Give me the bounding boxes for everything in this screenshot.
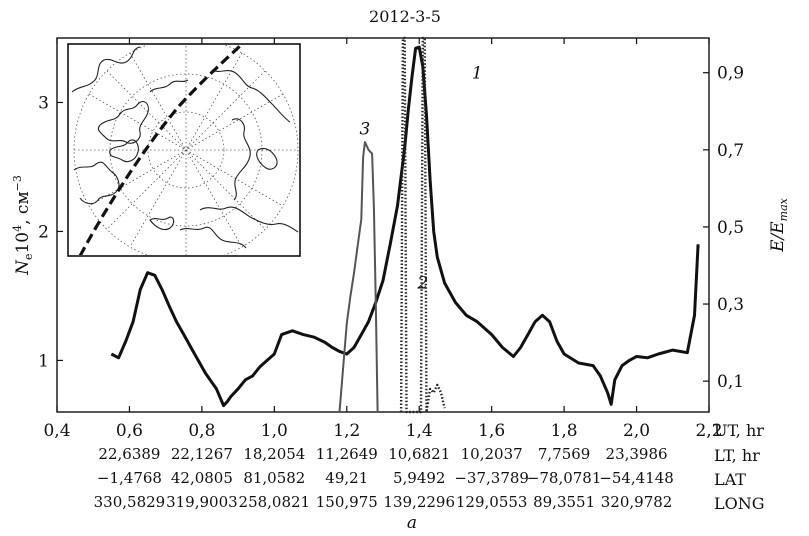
extra-row-value: 139,2296 [383,493,455,511]
coastline [97,101,149,144]
x-tick-label: 1,4 [406,421,433,441]
extra-row-label: LT, hr [714,446,760,465]
inset-grid-spoke [106,70,266,230]
coastline [179,226,247,249]
coastline [231,118,251,201]
extra-row-value: 49,21 [325,469,368,487]
ylabel-right-main: E/E [768,221,788,253]
inset-grid-ring [73,45,299,255]
x-tick-label: 1,2 [333,421,360,441]
extra-row-value: −78,0781 [527,469,602,487]
x-tick-label: 0,8 [188,421,215,441]
extra-row-value: −1,4768 [97,469,162,487]
coastline [211,69,291,123]
extra-row-value: 23,3986 [606,445,668,463]
curve-label-3: 3 [359,119,370,139]
x-tick-label: 0,4 [43,421,70,441]
x-axis-title: a [407,513,417,533]
extra-row-value: 89,3551 [533,493,595,511]
series-1-line [110,45,700,408]
ylabel-left-unit: , см [13,191,33,225]
right-y-tick-label: 0,7 [717,141,744,161]
coastline [71,46,141,93]
series-3-line [338,141,383,413]
x-tick-label: 1,6 [478,421,505,441]
series-layer [110,36,700,414]
inset-polar-map [67,43,301,257]
right-y-tick-label: 0,3 [717,295,744,315]
left-y-tick-label: 1 [38,351,49,371]
chart-title: 2012-3-5 [369,7,441,26]
coastline [109,139,139,163]
right-y-tick-label: 0,5 [717,218,744,238]
x-tick-label: 1,0 [261,421,288,441]
curve-label-2: 2 [416,274,428,294]
extra-row-value: 10,2037 [461,445,523,463]
inset-grid-spoke [106,70,266,230]
coastline [149,79,189,93]
inset-grid-spoke [88,93,284,207]
extra-row-value: 81,0582 [243,469,305,487]
ylabel-left-mult: 10 [13,232,33,254]
extra-row-value: 319,9003 [166,493,238,511]
curve-label-1: 1 [472,63,483,83]
coastline [199,206,299,233]
coastline [73,161,120,205]
extra-row-value: 42,0805 [171,469,233,487]
ylabel-right-sub: max [777,197,790,221]
extra-row-label: UT, hr [714,421,764,440]
inset-coastlines [71,46,299,249]
extra-row-value: 5,9492 [393,469,446,487]
extra-row-value: 258,0821 [239,493,311,511]
right-y-tick-label: 0,9 [717,64,744,84]
inset-grid [73,45,299,255]
svg-text:E/Emax: E/Emax [768,197,790,253]
extra-row-value: −37,3789 [454,469,529,487]
inset-trajectory [78,45,242,255]
extra-row-value: 18,2054 [243,445,305,463]
right-y-tick-label: 0,1 [717,372,744,392]
ylabel-left-exp: 4 [11,225,24,232]
coastline [149,216,175,231]
extra-row-value: 7,7569 [538,445,591,463]
extra-row-value: 129,0553 [456,493,528,511]
extra-row-value: 22,6389 [98,445,160,463]
ylabel-left-unit-exp: −3 [11,175,24,191]
left-y-tick-label: 2 [38,222,49,242]
ylabel-left-main: N [13,259,33,276]
series-2-line [399,36,446,414]
x-tick-label: 2,0 [623,421,650,441]
extra-row-value: −54,4148 [599,469,674,487]
curve-labels: 1 2 3 [359,63,482,293]
x-tick-label: 2,2 [695,421,722,441]
extra-row-value: 330,5829 [94,493,166,511]
extra-row-label: LAT [714,470,746,489]
x-tick-label: 1,8 [551,421,578,441]
coastline [256,147,278,170]
right-y-axis-title: E/Emax [768,197,790,253]
right-y-axis: 0,1 0,3 0,5 0,7 0,9 [703,64,744,392]
extra-row-value: 10,6821 [388,445,450,463]
extra-row-value: 320,9782 [601,493,673,511]
left-y-tick-label: 3 [38,93,49,113]
extra-row-label: LONG [714,494,765,513]
extra-x-rows: 22,6389 22,1267 18,2054 11,2649 10,6821 10,20… [94,421,765,513]
x-tick-label: 0,6 [116,421,143,441]
ylabel-left-sub: e [22,254,35,261]
left-y-axis: 1 2 3 [38,93,63,371]
left-y-axis-title: Ne104, см−3 [11,175,35,276]
extra-row-value: 11,2649 [316,445,378,463]
extra-row-value: 22,1267 [171,445,233,463]
inset-grid-ring [147,111,225,189]
inset-content [71,45,299,255]
x-axis: 0,4 0,6 0,8 1,0 1,2 1,4 1,6 1,8 2,0 2,2 [43,38,723,441]
extra-row-value: 150,975 [316,493,378,511]
svg-text:Ne104, см−3: Ne104, см−3 [11,175,35,276]
